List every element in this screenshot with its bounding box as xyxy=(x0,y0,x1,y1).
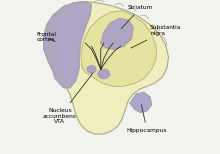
Text: Substantia
nigra: Substantia nigra xyxy=(131,25,182,48)
Polygon shape xyxy=(81,11,156,86)
Polygon shape xyxy=(44,2,92,88)
Polygon shape xyxy=(98,69,110,79)
Polygon shape xyxy=(44,2,169,134)
Text: Nucleus
accumbens
VTA: Nucleus accumbens VTA xyxy=(43,73,93,124)
Text: Frontal
cortex: Frontal cortex xyxy=(37,32,57,42)
Polygon shape xyxy=(87,66,96,73)
Polygon shape xyxy=(130,92,152,112)
Text: Striatum: Striatum xyxy=(121,5,154,29)
Text: Hippocampus: Hippocampus xyxy=(127,104,167,133)
Polygon shape xyxy=(101,18,133,49)
